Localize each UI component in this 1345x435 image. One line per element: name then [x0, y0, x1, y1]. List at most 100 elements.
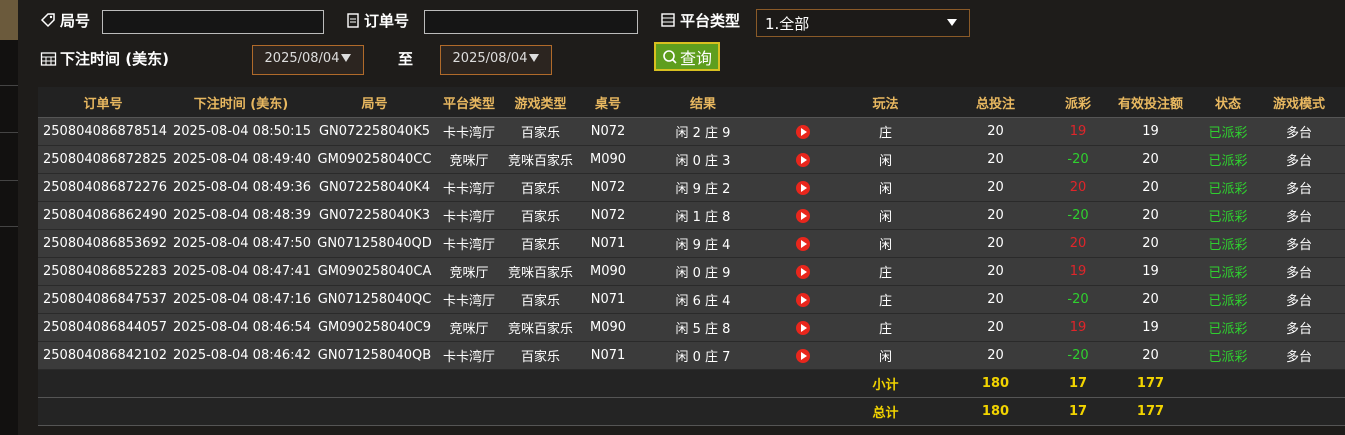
cell: 多台 — [1253, 341, 1345, 370]
cell: 19 — [1098, 313, 1203, 342]
summary-total-bet: 180 — [933, 397, 1058, 426]
cell: 多台 — [1253, 229, 1345, 258]
cell: 闲 6 庄 4 — [638, 285, 768, 314]
cell: 已派彩 — [1203, 145, 1253, 174]
cell: 250804086878514 — [38, 117, 168, 146]
empty-cell — [435, 397, 503, 426]
cell: 卡卡湾厅 — [435, 285, 503, 314]
empty-cell — [38, 397, 168, 426]
play-icon[interactable] — [796, 124, 810, 139]
cell: 19 — [1058, 117, 1098, 146]
cell: 卡卡湾厅 — [435, 117, 503, 146]
order-input[interactable] — [424, 10, 638, 34]
cell: 百家乐 — [503, 229, 578, 258]
cell: 250804086862490 — [38, 201, 168, 230]
play-cell — [768, 285, 838, 314]
date-to[interactable]: 2025/08/04 — [440, 45, 552, 75]
empty-cell — [503, 369, 578, 398]
empty-cell — [768, 397, 838, 426]
play-icon[interactable] — [796, 348, 810, 363]
cell: 卡卡湾厅 — [435, 201, 503, 230]
cell: 20 — [1058, 173, 1098, 202]
summary-label: 小计 — [838, 369, 933, 398]
cell: 闲 0 庄 7 — [638, 341, 768, 370]
date-from[interactable]: 2025/08/04 — [252, 45, 364, 75]
cell: 20 — [933, 257, 1058, 286]
cell: 20 — [1098, 341, 1203, 370]
cell: 19 — [1058, 257, 1098, 286]
cell: 2025-08-04 08:47:16 — [168, 285, 314, 314]
cell: 竞咪厅 — [435, 257, 503, 286]
dropdown-arrow — [947, 19, 957, 26]
empty-cell — [168, 369, 314, 398]
sidebar — [0, 0, 18, 435]
cell: 闲 5 庄 8 — [638, 313, 768, 342]
sidebar-sep — [0, 226, 18, 227]
platform-select[interactable]: 1.全部 — [756, 9, 970, 37]
cell: 2025-08-04 08:50:15 — [168, 117, 314, 146]
cell: 20 — [1098, 229, 1203, 258]
cell: 闲 0 庄 3 — [638, 145, 768, 174]
cell: 闲 9 庄 4 — [638, 229, 768, 258]
cell: 竞咪厅 — [435, 145, 503, 174]
cell: 已派彩 — [1203, 341, 1253, 370]
play-icon[interactable] — [796, 208, 810, 223]
cell: GN071258040QD — [314, 229, 435, 258]
cell: 2025-08-04 08:46:42 — [168, 341, 314, 370]
sidebar-accent — [0, 0, 18, 40]
play-icon[interactable] — [796, 180, 810, 195]
table-row: 250804086847537 2025-08-04 08:47:16 GN0712… — [38, 285, 1345, 314]
cell: 20 — [933, 117, 1058, 146]
cell: 20 — [1098, 285, 1203, 314]
empty-cell — [314, 369, 435, 398]
cell: M090 — [578, 313, 638, 342]
empty-cell — [638, 397, 768, 426]
cell: -20 — [1058, 145, 1098, 174]
play-icon[interactable] — [796, 152, 810, 167]
summary-payout: 17 — [1058, 397, 1098, 426]
cell: 闲 — [838, 341, 933, 370]
empty-cell — [168, 397, 314, 426]
cell: 20 — [1098, 145, 1203, 174]
dropdown-arrow — [529, 54, 540, 62]
cell: 多台 — [1253, 285, 1345, 314]
cell: 已派彩 — [1203, 201, 1253, 230]
column-header: 派彩 — [1058, 87, 1098, 118]
table-row: 250804086862490 2025-08-04 08:48:39 GN0722… — [38, 201, 1345, 230]
table-row: 250804086842102 2025-08-04 08:46:42 GN0712… — [38, 341, 1345, 370]
cell: 庄 — [838, 285, 933, 314]
column-header: 桌号 — [578, 87, 638, 118]
cell: -20 — [1058, 201, 1098, 230]
empty-cell — [314, 397, 435, 426]
cell: 多台 — [1253, 173, 1345, 202]
table-row: 250804086878514 2025-08-04 08:50:15 GN0722… — [38, 117, 1345, 146]
play-icon[interactable] — [796, 236, 810, 251]
empty-cell — [503, 397, 578, 426]
play-cell — [768, 117, 838, 146]
cell: 卡卡湾厅 — [435, 173, 503, 202]
play-icon[interactable] — [796, 320, 810, 335]
column-header: 游戏模式 — [1253, 87, 1345, 118]
cell: 闲 — [838, 173, 933, 202]
list-icon — [661, 13, 675, 27]
cell: 庄 — [838, 117, 933, 146]
column-header: 下注时间 (美东) — [168, 87, 314, 118]
tag-icon — [40, 13, 55, 28]
column-header: 玩法 — [838, 87, 933, 118]
cell: M090 — [578, 145, 638, 174]
cell: 20 — [933, 201, 1058, 230]
column-header-blank — [768, 87, 838, 118]
cell: GN072258040K4 — [314, 173, 435, 202]
round-input[interactable] — [102, 10, 324, 34]
cell: 多台 — [1253, 313, 1345, 342]
column-header: 结果 — [638, 87, 768, 118]
bet-table: 订单号 下注时间 (美东) 局号 平台类型 游戏类型 桌号 结果 玩法 总投注 派彩 有效投注额 状态… — [38, 87, 1345, 426]
play-icon[interactable] — [796, 292, 810, 307]
play-icon[interactable] — [796, 264, 810, 279]
column-header: 总投注 — [933, 87, 1058, 118]
cell: -20 — [1058, 285, 1098, 314]
cell: 闲 9 庄 2 — [638, 173, 768, 202]
cell: GN071258040QB — [314, 341, 435, 370]
query-button[interactable]: 查询 — [654, 42, 720, 71]
